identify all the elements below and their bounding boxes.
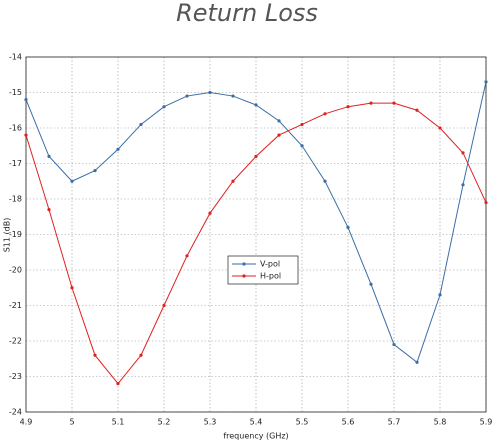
data-point <box>47 208 51 212</box>
data-point <box>185 254 189 258</box>
y-tick-label: -18 <box>9 195 22 204</box>
x-tick-label: 5 <box>69 418 74 427</box>
y-tick-label: -21 <box>9 301 22 310</box>
legend-label: V-pol <box>260 260 280 269</box>
data-point <box>438 293 442 297</box>
y-tick-label: -22 <box>9 337 22 346</box>
legend-label: H-pol <box>260 272 281 281</box>
x-axis-label: frequency (GHz) <box>223 432 288 441</box>
y-tick-label: -19 <box>9 230 22 239</box>
x-tick-label: 5.8 <box>434 418 447 427</box>
data-point <box>323 179 327 183</box>
data-point <box>254 103 258 107</box>
data-point <box>415 108 419 112</box>
data-point <box>484 80 488 84</box>
data-point <box>369 101 373 105</box>
x-tick-label: 5.3 <box>204 418 217 427</box>
data-point <box>116 382 120 386</box>
data-point <box>461 151 465 155</box>
plot-frame <box>25 56 487 413</box>
x-tick-label: 5.6 <box>342 418 355 427</box>
x-tick-label: 5.4 <box>250 418 263 427</box>
y-axis-label: S11 (dB) <box>3 218 12 253</box>
x-tick-label: 5.2 <box>158 418 171 427</box>
y-tick-label: -15 <box>9 88 22 97</box>
legend-marker <box>242 262 246 266</box>
data-point <box>208 90 212 95</box>
data-point <box>139 353 143 357</box>
data-point <box>116 147 120 151</box>
data-point <box>300 144 304 148</box>
data-point <box>323 112 327 116</box>
data-point <box>369 282 373 286</box>
y-tick-label: -14 <box>9 53 22 62</box>
data-point <box>70 179 74 183</box>
x-tick-label: 5.9 <box>480 418 493 427</box>
data-point <box>415 360 419 364</box>
legend-marker <box>242 274 246 278</box>
y-tick-label: -24 <box>9 408 22 417</box>
data-point <box>231 179 235 183</box>
legend-box <box>227 255 299 285</box>
data-point <box>47 154 51 158</box>
x-tick-label: 5.1 <box>112 418 125 427</box>
y-tick-label: -17 <box>9 159 22 168</box>
y-tick-label: -23 <box>9 372 22 381</box>
data-point <box>461 183 465 187</box>
x-tick-label: 4.9 <box>20 418 33 427</box>
data-point <box>484 200 488 205</box>
data-point <box>392 342 396 347</box>
data-point <box>162 303 166 308</box>
data-point <box>185 94 189 98</box>
data-point <box>139 122 143 127</box>
data-point <box>438 126 442 130</box>
data-point <box>24 98 28 102</box>
data-point <box>346 225 350 229</box>
data-point <box>70 286 74 290</box>
chart-title: Return Loss <box>176 0 318 27</box>
data-point <box>392 101 396 105</box>
data-point <box>208 211 212 215</box>
y-tick-label: -16 <box>9 124 22 133</box>
y-tick-label: -20 <box>9 266 22 275</box>
data-point <box>277 119 281 123</box>
x-tick-label: 5.5 <box>296 418 309 427</box>
data-point <box>24 133 28 137</box>
data-point <box>346 105 350 109</box>
data-point <box>162 105 166 109</box>
data-point <box>93 169 97 173</box>
data-point <box>300 122 304 127</box>
data-point <box>254 154 258 158</box>
data-point <box>93 353 97 357</box>
data-point <box>277 133 281 137</box>
data-point <box>231 94 235 98</box>
x-tick-label: 5.7 <box>388 418 401 427</box>
